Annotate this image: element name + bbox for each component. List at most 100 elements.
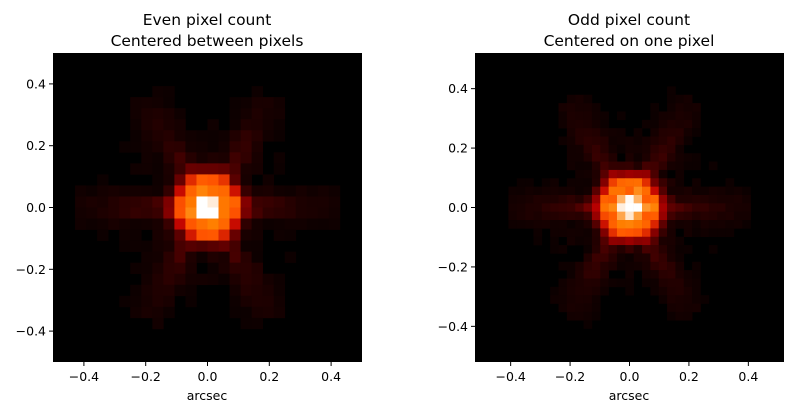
pixel bbox=[141, 163, 153, 175]
pixel bbox=[152, 86, 164, 98]
pixel bbox=[616, 261, 626, 271]
pixel bbox=[658, 186, 668, 196]
pixel bbox=[600, 169, 609, 179]
pixel bbox=[328, 207, 341, 219]
pixel bbox=[295, 185, 308, 197]
pixel bbox=[174, 196, 186, 208]
pixel bbox=[700, 295, 710, 304]
pixel bbox=[130, 284, 142, 297]
pixel bbox=[683, 128, 693, 137]
pixel bbox=[616, 169, 626, 179]
right-psf-image bbox=[475, 53, 784, 362]
pixel bbox=[683, 311, 693, 321]
pixel bbox=[625, 236, 634, 246]
pixel bbox=[616, 228, 626, 238]
pixel bbox=[174, 229, 186, 241]
pixel bbox=[550, 203, 559, 212]
pixel bbox=[625, 136, 634, 146]
pixel bbox=[229, 130, 241, 142]
pixel bbox=[575, 236, 584, 246]
pixel bbox=[185, 130, 197, 142]
pixel bbox=[733, 211, 743, 221]
pixel bbox=[119, 141, 131, 153]
pixel bbox=[218, 185, 230, 197]
pixel bbox=[566, 94, 576, 104]
pixel bbox=[708, 194, 718, 204]
pixel bbox=[75, 196, 87, 208]
pixel bbox=[575, 228, 584, 238]
pixel bbox=[600, 286, 609, 296]
pixel bbox=[566, 186, 576, 196]
pixel bbox=[185, 207, 197, 219]
pixel bbox=[575, 270, 584, 279]
pixel bbox=[700, 211, 710, 221]
pixel bbox=[583, 103, 593, 112]
pixel bbox=[675, 169, 685, 179]
pixel bbox=[550, 178, 559, 187]
pixel bbox=[229, 119, 241, 131]
pixel bbox=[229, 273, 241, 286]
pixel bbox=[633, 211, 643, 221]
pixel bbox=[174, 185, 186, 197]
pixel bbox=[633, 169, 643, 179]
pixel bbox=[583, 178, 593, 187]
pixel bbox=[207, 141, 219, 153]
pixel bbox=[600, 136, 609, 146]
pixel bbox=[558, 203, 568, 212]
pixel bbox=[229, 251, 241, 263]
x-tick-label: 0.4 bbox=[321, 369, 341, 384]
pixel bbox=[675, 186, 685, 196]
pixel bbox=[591, 295, 601, 304]
pixel bbox=[575, 220, 584, 229]
pixel bbox=[558, 220, 568, 229]
pixel bbox=[251, 119, 263, 131]
pixel bbox=[141, 273, 153, 286]
pixel bbox=[218, 130, 230, 142]
pixel bbox=[650, 186, 660, 196]
pixel bbox=[130, 185, 142, 197]
pixel bbox=[251, 108, 263, 120]
pixel bbox=[152, 295, 164, 308]
pixel bbox=[650, 261, 660, 271]
pixel bbox=[591, 278, 601, 288]
pixel bbox=[608, 211, 618, 221]
pixel bbox=[692, 286, 701, 296]
pixel bbox=[566, 295, 576, 304]
pixel bbox=[97, 174, 109, 186]
pixel bbox=[240, 284, 252, 297]
pixel bbox=[174, 207, 186, 219]
pixel bbox=[608, 228, 618, 238]
pixel bbox=[683, 220, 693, 229]
pixel bbox=[525, 194, 534, 204]
pixel bbox=[566, 211, 576, 221]
pixel bbox=[516, 203, 526, 212]
pixel bbox=[625, 270, 634, 279]
pixel bbox=[240, 295, 252, 308]
pixel bbox=[667, 228, 676, 238]
pixel bbox=[550, 228, 559, 238]
pixel bbox=[591, 286, 601, 296]
pixel bbox=[566, 311, 576, 321]
pixel bbox=[130, 163, 142, 175]
pixel bbox=[675, 270, 685, 279]
pixel bbox=[163, 108, 175, 120]
pixel bbox=[650, 178, 660, 187]
x-tick-label: −0.2 bbox=[131, 369, 161, 384]
pixel bbox=[692, 119, 701, 129]
pixel bbox=[273, 207, 286, 219]
pixel bbox=[229, 174, 241, 186]
pixel bbox=[174, 251, 186, 263]
pixel bbox=[185, 218, 197, 230]
pixel bbox=[583, 295, 593, 304]
pixel bbox=[284, 251, 297, 263]
pixel bbox=[708, 211, 718, 221]
pixel bbox=[196, 251, 208, 263]
y-tick-label: −0.4 bbox=[16, 324, 46, 339]
pixel bbox=[558, 303, 568, 313]
pixel bbox=[207, 218, 219, 230]
pixel bbox=[163, 141, 175, 153]
pixel bbox=[262, 185, 275, 197]
pixel bbox=[152, 174, 164, 186]
pixel bbox=[675, 136, 685, 146]
pixel bbox=[196, 174, 208, 186]
